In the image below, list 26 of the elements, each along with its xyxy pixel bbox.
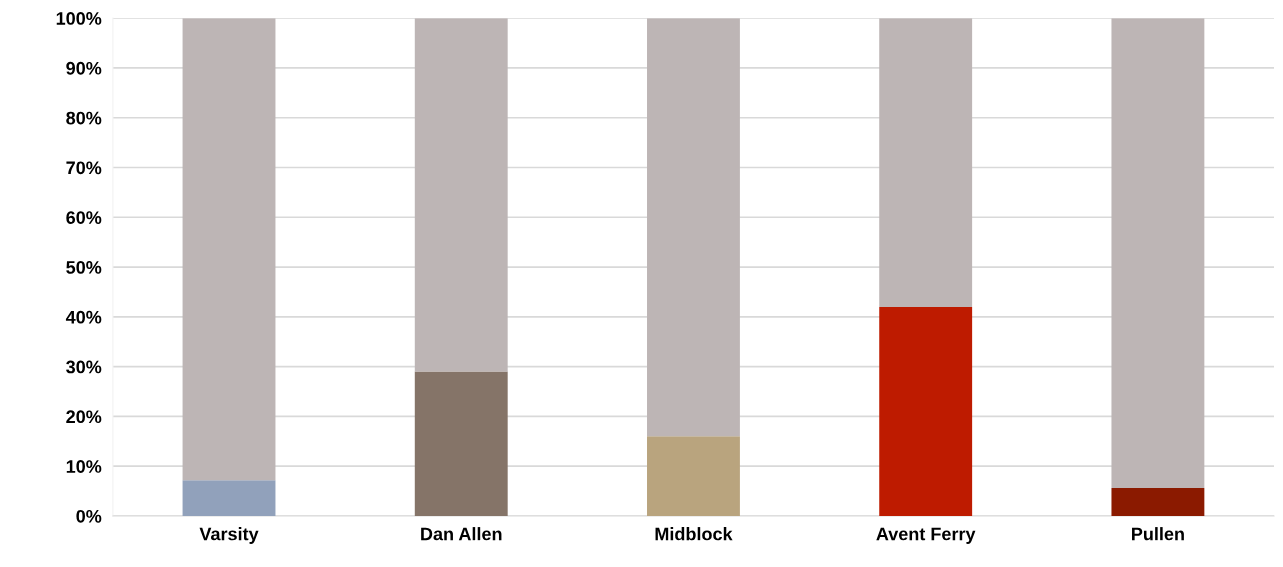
y-tick-label: 0% — [76, 509, 102, 523]
y-tick-label: 20% — [66, 410, 102, 424]
y-tick-label: 60% — [66, 211, 102, 224]
y-tick-label: 100% — [56, 12, 102, 25]
x-tick-label: Midblock — [655, 527, 733, 541]
bar — [879, 306, 973, 516]
bar — [647, 18, 740, 437]
bar — [414, 18, 508, 372]
y-tick-label: 10% — [66, 460, 102, 473]
bar — [879, 18, 973, 307]
bar — [1111, 488, 1205, 516]
bar — [647, 436, 740, 516]
x-tick-label: Avent Ferry — [876, 527, 976, 544]
x-tick-label: Pullen — [1132, 527, 1184, 541]
y-tick-label: 70% — [66, 161, 102, 175]
x-tick-label: Varsity — [199, 527, 259, 544]
y-tick-label: 30% — [66, 360, 102, 374]
bar — [414, 371, 508, 516]
y-tick-label: 80% — [66, 111, 102, 125]
y-tick-label: 50% — [66, 260, 102, 274]
y-tick-label: 40% — [65, 310, 102, 324]
bar — [182, 18, 276, 481]
bar — [1111, 18, 1205, 489]
x-tick-label: Dan Allen — [421, 527, 502, 541]
bar — [182, 480, 276, 516]
y-tick-label: 90% — [66, 61, 102, 75]
